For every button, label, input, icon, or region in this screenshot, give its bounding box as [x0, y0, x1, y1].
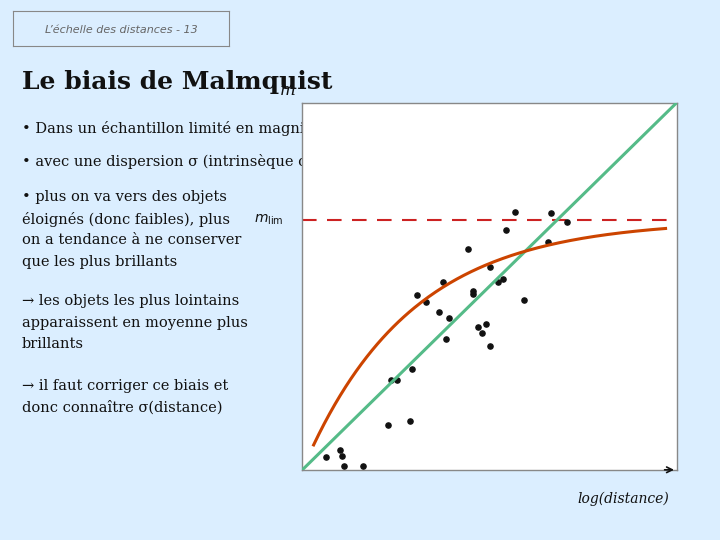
Text: apparaissent en moyenne plus: apparaissent en moyenne plus [22, 316, 248, 330]
Point [338, 462, 349, 470]
Text: → il faut corriger ce biais et: → il faut corriger ce biais et [22, 379, 228, 393]
Point [476, 328, 487, 337]
Point [467, 287, 479, 295]
Text: → les objets les plus lointains: → les objets les plus lointains [22, 294, 239, 308]
Point [407, 364, 418, 373]
Point [467, 289, 479, 298]
Point [463, 244, 474, 253]
Text: on a tendance à ne conserver: on a tendance à ne conserver [22, 233, 241, 247]
Point [320, 453, 332, 461]
Point [561, 217, 572, 226]
Text: brillants: brillants [22, 338, 84, 352]
Point [440, 335, 451, 343]
Point [497, 275, 508, 284]
Point [438, 278, 449, 286]
Point [481, 320, 492, 328]
Point [473, 322, 485, 331]
Text: donc connaître σ(distance): donc connaître σ(distance) [22, 401, 222, 415]
Point [382, 421, 394, 430]
Point [385, 375, 397, 384]
Point [509, 208, 521, 217]
Point [485, 263, 496, 272]
Text: que les plus brillants: que les plus brillants [22, 255, 177, 269]
Point [420, 297, 431, 306]
Point [334, 446, 346, 455]
Text: • avec une dispersion σ (intrinsèque ou observationnelle): • avec une dispersion σ (intrinsèque ou … [22, 154, 450, 169]
Text: $m_{\rm lim}$: $m_{\rm lim}$ [254, 213, 284, 227]
Point [411, 291, 423, 299]
Point [500, 226, 512, 235]
Text: log(distance): log(distance) [577, 492, 670, 506]
Text: • Dans un échantillon limité en magnitude (et non en volume): • Dans un échantillon limité en magnitud… [22, 122, 482, 137]
Point [404, 416, 415, 425]
Point [443, 313, 454, 322]
Point [518, 295, 530, 304]
Point [484, 341, 495, 350]
Text: Le biais de Malmquist: Le biais de Malmquist [22, 70, 332, 94]
Point [546, 208, 557, 217]
Point [492, 277, 503, 286]
Text: éloignés (donc faibles), plus: éloignés (donc faibles), plus [22, 212, 230, 227]
Point [391, 376, 402, 385]
Text: L’échelle des distances - 13: L’échelle des distances - 13 [45, 25, 197, 35]
Point [336, 451, 348, 460]
Point [433, 307, 445, 316]
Point [358, 462, 369, 470]
Text: m: m [279, 82, 295, 99]
Point [542, 238, 554, 246]
Text: • plus on va vers des objets: • plus on va vers des objets [22, 190, 227, 204]
